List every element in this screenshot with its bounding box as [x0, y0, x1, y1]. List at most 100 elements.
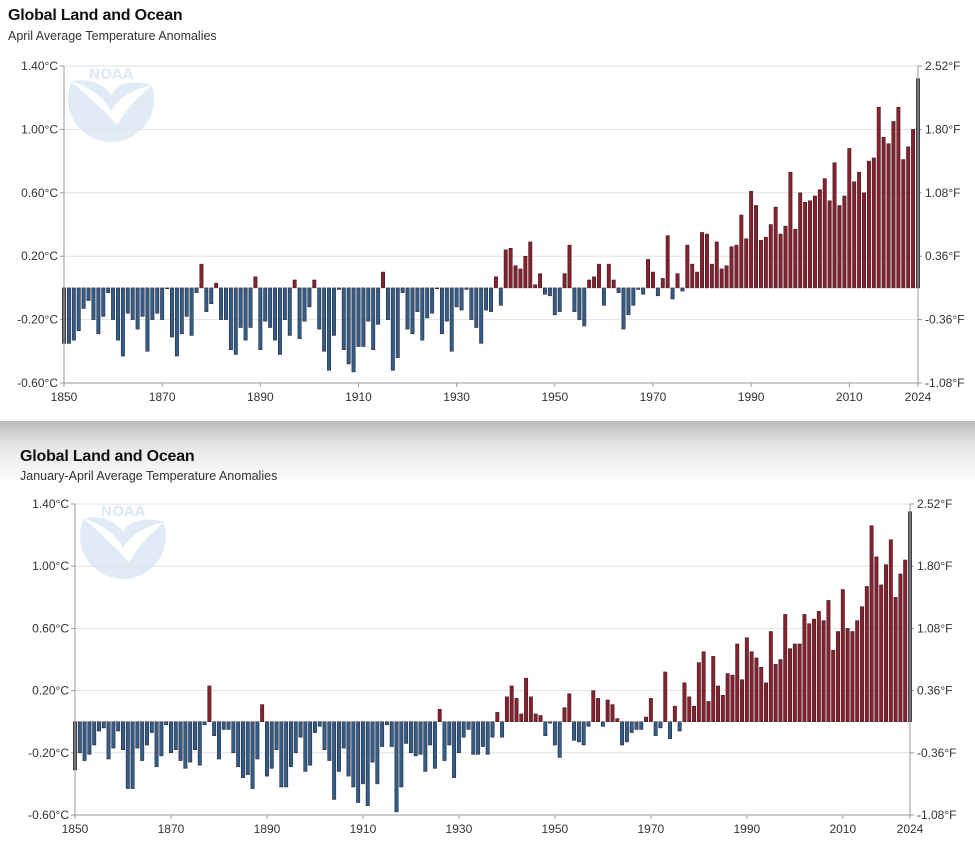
bar-1956: 1956: -0.24	[582, 287, 587, 327]
bar-1860: 1860: -0.2	[111, 287, 116, 320]
bar-1974: 1974: -0.07	[670, 287, 675, 300]
bar-1980: 1980: 0.38	[696, 662, 701, 722]
y-tick-label-fahrenheit: 1.80°F	[917, 559, 952, 573]
bar-1951: 1951: -0.23	[557, 721, 562, 758]
bar-1852: 1852: -0.25	[82, 721, 87, 761]
bar-1854: 1854: -0.13	[81, 287, 86, 309]
bar-1856: 1856: -0.04	[101, 721, 106, 729]
bar-1933: 1933: -0.2	[469, 287, 474, 320]
bar-2001: 2001: 0.54	[803, 202, 808, 289]
bar-1910: 1910: -0.4	[360, 721, 365, 785]
bar-1884: 1884: -0.39	[228, 287, 233, 350]
bar-1886: 1886: -0.25	[238, 287, 243, 328]
bar-1937: 1937: -0.1	[490, 721, 495, 738]
bar-1900: 1900: -0.12	[307, 287, 312, 308]
bar-1965: 1965: -0.17	[626, 287, 631, 316]
bar-1879: 1879: -0.09	[212, 721, 217, 736]
y-tick-label-celsius: -0.20°C	[17, 313, 58, 327]
bar-1965: 1965: -0.13	[624, 721, 629, 743]
bar-2002: 2002: 0.55	[808, 200, 812, 289]
bar-1897: 1897: -0.1	[298, 721, 303, 738]
bar-2009: 2009: 0.58	[842, 195, 847, 289]
bar-1943: 1943: 0.05	[519, 713, 524, 722]
bar-1872: 1872: -0.31	[170, 287, 174, 338]
x-tick-label: 1870	[158, 822, 185, 836]
bar-1864: 1864: -0.2	[130, 287, 135, 320]
bar-1958: 1958: 0.2	[591, 690, 596, 722]
bar-1926: 1926: 0.08	[437, 709, 442, 722]
bar-2013: 2013: 0.65	[855, 620, 860, 722]
bar-1981: 1981: 0.45	[701, 651, 706, 722]
bar-2006: 2006: 0.65	[821, 620, 826, 722]
bar-1942: 1942: 0.14	[513, 265, 518, 289]
bar-1995: 1995: 0.58	[768, 631, 773, 722]
bar-1939: 1939: -0.1	[500, 721, 505, 738]
bar-1870: 1870: -0.2	[169, 721, 173, 754]
bar-1936: 1936: -0.21	[485, 721, 490, 755]
bar-1906: 1906: -0.01	[336, 287, 341, 290]
x-tick-label: 2024	[905, 390, 932, 404]
bar-1903: 1903: -0.4	[322, 287, 327, 352]
bar-2017: 2017: 1.06	[874, 556, 879, 722]
bar-1869: 1869: -0.16	[155, 287, 160, 314]
x-tick-label: 2024	[897, 822, 924, 836]
bar-1954: 1954: -0.15	[572, 287, 577, 312]
bar-1914: 1914: -0.16	[380, 721, 385, 747]
bar-1961: 1961: 0.15	[606, 263, 611, 289]
bar-1998: 1998: 0.73	[788, 171, 793, 289]
noaa-logo-bird	[71, 55, 153, 125]
y-tick-label-celsius: -0.60°C	[28, 808, 69, 822]
x-tick-label: 1850	[51, 390, 78, 404]
bar-1892: 1892: -0.25	[268, 287, 273, 328]
bar-1893: 1893: -0.33	[273, 287, 277, 341]
bar-1923: 1923: -0.33	[420, 287, 425, 341]
bar-1996: 1996: 0.34	[778, 233, 783, 289]
bar-1970: 1970: 0.1	[651, 271, 655, 289]
bar-1921: 1921: -0.22	[413, 721, 418, 757]
bar-1950: 1950: -0.15	[552, 721, 557, 746]
bar-1987: 1987: 0.3	[730, 674, 735, 722]
bar-1886: 1886: -0.34	[245, 721, 250, 775]
bar-1885: 1885: -0.42	[233, 287, 238, 355]
bar-1992: 1992: 0.41	[754, 657, 759, 722]
bar-1920: 1920: -0.26	[405, 287, 410, 330]
bar-1887: 1887: -0.43	[250, 721, 255, 789]
bar-1935: 1935: -0.16	[480, 721, 485, 747]
bar-2012: 2012: 0.73	[857, 171, 862, 289]
bar-2015: 2015: 0.87	[864, 586, 869, 722]
y-tick-label-fahrenheit: 2.52°F	[925, 59, 960, 73]
bar-1948: 1948: -0.04	[543, 287, 547, 295]
bar-1870: 1870: -0.2	[160, 287, 165, 320]
bar-1993: 1993: 0.35	[759, 667, 764, 722]
bar-2005: 2005: 0.71	[816, 611, 821, 722]
bar-1951: 1951: -0.15	[557, 287, 562, 312]
bar-1932: 1932: -0.01	[464, 287, 469, 290]
bar-2007: 2007: 0.78	[826, 600, 831, 722]
bar-1890: 1890: -0.39	[258, 287, 263, 350]
bar-1962: 1962: 0.05	[611, 279, 616, 289]
bar-2001: 2001: 0.5	[797, 643, 802, 722]
bar-1890: 1890: -0.35	[265, 721, 269, 777]
bar-1977: 1977: 0.25	[682, 682, 687, 722]
bar-2017: 2017: 0.95	[881, 137, 886, 289]
bar-1998: 1998: 0.69	[783, 614, 788, 722]
chart-title: Global Land and Ocean	[20, 448, 195, 465]
bar-1876: 1876: -0.3	[189, 287, 194, 336]
y-tick-label-celsius: 1.00°C	[21, 122, 58, 136]
bar-1925: 1925: -0.3	[432, 721, 437, 769]
bar-1924: 1924: -0.15	[428, 721, 433, 746]
bar-1867: 1867: -0.4	[145, 287, 150, 352]
bar-1986: 1986: 0.31	[725, 673, 730, 722]
bar-1854: 1854: -0.15	[92, 721, 97, 746]
bar-2004: 2004: 0.66	[812, 618, 816, 722]
bar-2022: 2022: 0.95	[898, 573, 903, 722]
bar-2008: 2008: 0.46	[831, 649, 836, 722]
bar-1873: 1873: -0.43	[174, 287, 179, 357]
bar-1972: 1972: -0.04	[658, 721, 663, 729]
bar-1916: 1916: -0.16	[389, 721, 394, 747]
bar-1973: 1973: 0.33	[665, 235, 670, 289]
bar-1972: 1972: 0.06	[660, 278, 665, 289]
bar-1859: 1859: -0.03	[106, 287, 111, 293]
bar-1955: 1955: -0.13	[576, 721, 581, 743]
